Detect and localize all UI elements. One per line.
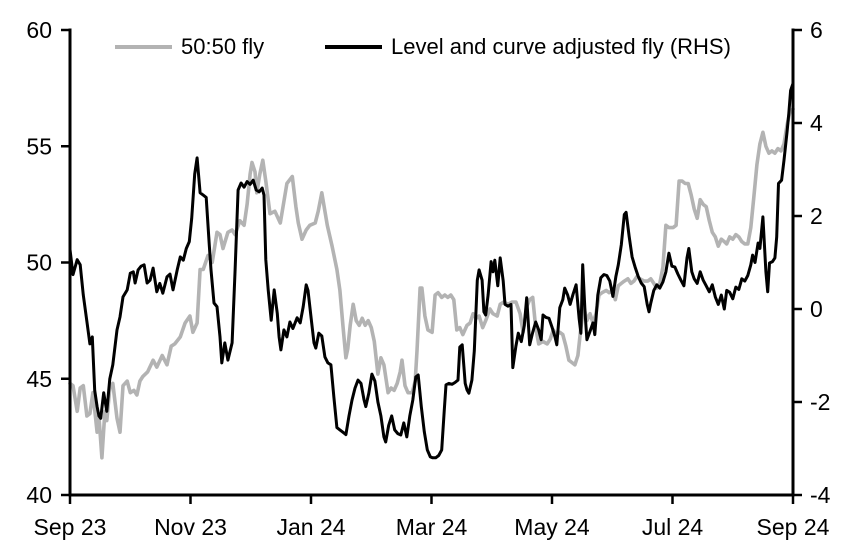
x-axis-tick-label: Sep 23: [34, 514, 107, 540]
x-axis-tick-label: May 24: [514, 514, 590, 540]
series-line-gray: [68, 107, 795, 460]
x-axis-tick-label: Jul 24: [642, 514, 704, 540]
y-axis-right-tick-label: 4: [810, 110, 823, 136]
x-axis-tick-label: Nov 23: [154, 514, 227, 540]
y-axis-left-tick-label: 60: [26, 17, 52, 43]
x-axis-tick-label: Sep 24: [757, 514, 830, 540]
y-axis-right-tick-label: 0: [810, 296, 823, 322]
y-axis-right-tick-label: 6: [810, 17, 823, 43]
series-line-black: [68, 82, 795, 460]
y-axis-right-tick-label: 2: [810, 203, 823, 229]
y-axis-left-tick-label: 55: [26, 133, 52, 159]
x-axis-tick-label: Jan 24: [276, 514, 345, 540]
x-axis-tick-label: Mar 24: [396, 514, 468, 540]
y-axis-left-tick-label: 45: [26, 366, 52, 392]
y-axis-right-tick-label: -4: [810, 482, 831, 508]
y-axis-left-tick-label: 40: [26, 482, 52, 508]
y-axis-right-tick-label: -2: [810, 389, 830, 415]
y-axis-left-tick-label: 50: [26, 250, 52, 276]
